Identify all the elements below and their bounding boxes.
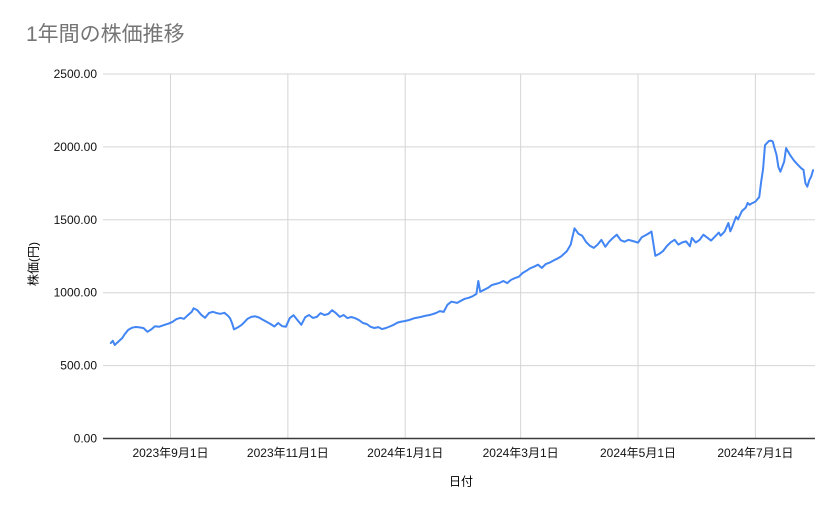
x-tick-label: 2024年5月1日 (600, 446, 676, 460)
y-tick-label: 2500.00 (54, 67, 98, 81)
x-axis-title: 日付 (448, 474, 474, 489)
y-tick-label: 2000.00 (54, 140, 98, 154)
price-line-series (109, 139, 815, 346)
y-tick-label: 1500.00 (54, 213, 98, 227)
x-tick-label: 2024年7月1日 (717, 446, 793, 460)
x-tick-label: 2023年11月1日 (247, 446, 329, 460)
x-tick-label: 2024年1月1日 (367, 446, 443, 460)
x-tick-label: 2024年3月1日 (483, 446, 559, 460)
y-tick-label: 1000.00 (54, 286, 98, 300)
y-tick-label: 0.00 (74, 432, 98, 446)
y-tick-label: 500.00 (60, 359, 97, 373)
x-tick-label: 2023年9月1日 (132, 446, 208, 460)
chart-title: 1年間の株価推移 (26, 23, 185, 46)
